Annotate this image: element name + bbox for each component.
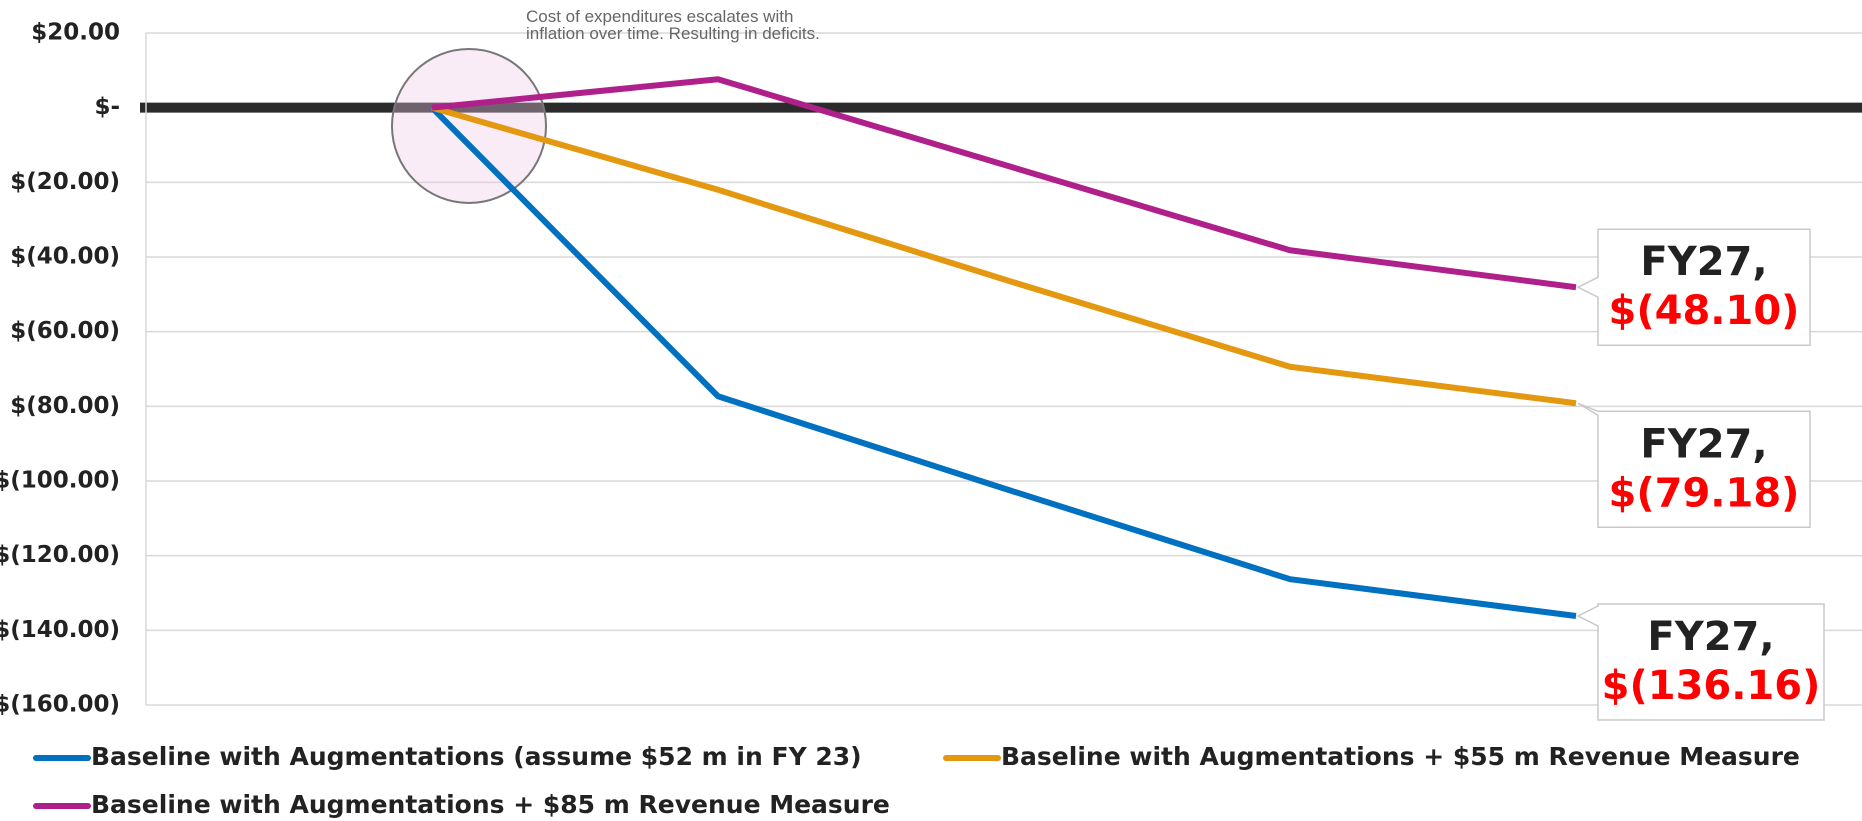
y-tick-label: $- bbox=[94, 94, 120, 120]
annotation: Cost of expenditures escalates with infl… bbox=[526, 7, 820, 43]
data-label: $(136.16) bbox=[1602, 663, 1821, 709]
callout: FY27,$(79.18) bbox=[1577, 402, 1811, 529]
annotation-circle bbox=[391, 48, 547, 204]
y-tick-label: $(60.00) bbox=[10, 318, 120, 344]
callout-category: FY27, bbox=[1640, 239, 1767, 285]
callout-box bbox=[1576, 228, 1811, 346]
legend-label: Baseline with Augmentations (assume $52 … bbox=[91, 742, 862, 771]
callout-category: FY27, bbox=[1647, 614, 1774, 660]
series-line bbox=[431, 104, 1577, 407]
y-tick-label: $(80.00) bbox=[10, 393, 120, 419]
y-tick-label: $(100.00) bbox=[0, 468, 120, 494]
y-tick-label: $20.00 bbox=[31, 20, 120, 46]
series-line bbox=[431, 76, 1577, 291]
callout: FY27,$(48.10) bbox=[1576, 228, 1811, 346]
callout-category: FY27, bbox=[1640, 421, 1767, 467]
legend-label: Baseline with Augmentations + $85 m Reve… bbox=[91, 790, 890, 819]
legend-label: Baseline with Augmentations + $55 m Reve… bbox=[1001, 742, 1800, 771]
y-tick-label: $(160.00) bbox=[0, 692, 120, 718]
series-line bbox=[429, 105, 1577, 619]
callout-box bbox=[1577, 402, 1811, 529]
callout-box bbox=[1576, 603, 1825, 721]
y-tick-label: $(40.00) bbox=[10, 244, 120, 270]
y-tick-label: $(20.00) bbox=[10, 169, 120, 195]
callout: FY27,$(136.16) bbox=[1576, 603, 1825, 721]
data-label: $(48.10) bbox=[1609, 288, 1800, 334]
y-tick-label: $(120.00) bbox=[0, 542, 120, 568]
y-tick-label: $(140.00) bbox=[0, 617, 120, 643]
data-label: $(79.18) bbox=[1609, 470, 1800, 516]
